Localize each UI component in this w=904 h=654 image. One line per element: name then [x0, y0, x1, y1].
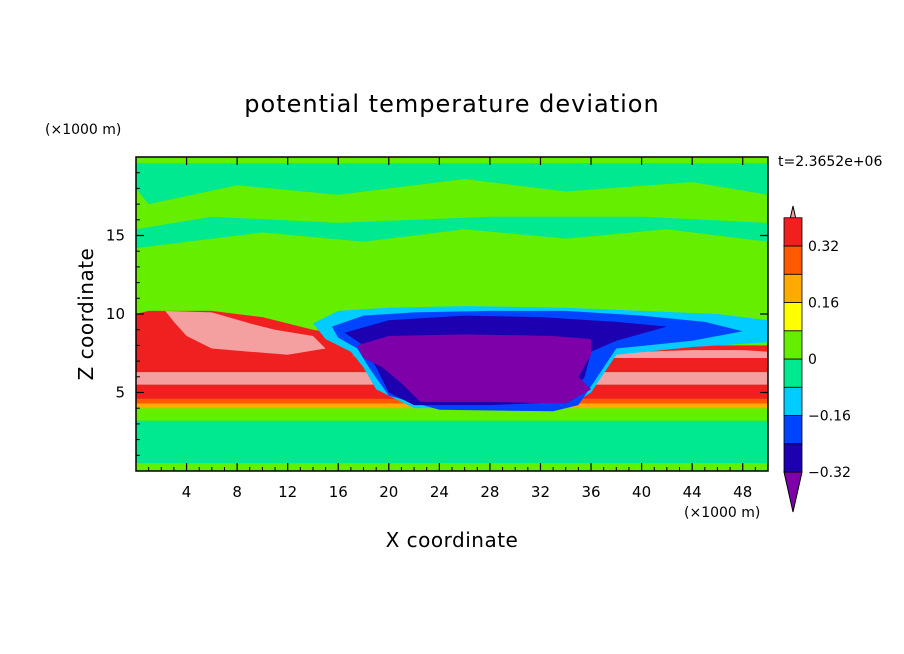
contour-region-cold-core-purple	[357, 334, 591, 404]
contour-region-warm-bulge-left-pink	[165, 310, 326, 355]
y-unit-label: (×1000 m)	[45, 122, 121, 138]
colorbar-arrow-bottom	[783, 471, 803, 513]
y-tick-label: 10	[106, 305, 125, 323]
x-tick-label: 20	[379, 483, 398, 501]
contour-regions	[136, 157, 768, 471]
colorbar-segment	[783, 217, 803, 247]
colorbar-segment	[783, 358, 803, 388]
x-tick-label: 36	[581, 483, 600, 501]
x-axis-label: X coordinate	[386, 528, 519, 552]
y-axis-label: Z coordinate	[74, 248, 98, 381]
colorbar-segment	[783, 245, 803, 275]
x-tick-label: 24	[430, 483, 449, 501]
chart-title: potential temperature deviation	[244, 90, 659, 118]
contour-region-lower-weak-negative	[136, 420, 768, 464]
y-axis: 5 10 15	[106, 172, 768, 456]
colorbar-segment	[783, 330, 803, 360]
x-tick-label: 44	[683, 483, 702, 501]
y-tick-label: 15	[106, 227, 125, 245]
colorbar-tick-label: −0.32	[808, 465, 851, 481]
y-tick-label: 5	[115, 384, 125, 402]
x-axis: 4 8 12 16 20 24 28 32 36 40 44 48	[148, 157, 756, 501]
colorbar-segment	[783, 443, 803, 473]
x-unit-label: (×1000 m)	[684, 505, 760, 521]
time-label: t=2.3652e+06	[778, 154, 882, 170]
colorbar-segment	[783, 415, 803, 445]
colorbar: −0.32 −0.16 0 0.16 0.32	[783, 205, 851, 513]
contour-region-warm-bulge-right-pink	[603, 350, 768, 358]
x-tick-label: 28	[480, 483, 499, 501]
contour-region-upper-weak-negative	[136, 163, 768, 205]
colorbar-tick-label: −0.16	[808, 409, 851, 425]
colorbar-tick-label: 0.32	[808, 239, 839, 255]
x-tick-label: 16	[329, 483, 348, 501]
colorbar-segment	[783, 302, 803, 332]
contour-region-upper-weak-negative-2	[136, 216, 768, 249]
x-tick-label: 4	[182, 483, 192, 501]
x-tick-label: 12	[278, 483, 297, 501]
x-tick-label: 48	[733, 483, 752, 501]
colorbar-segment	[783, 386, 803, 416]
x-tick-label: 32	[531, 483, 550, 501]
colorbar-tick-label: 0	[808, 352, 817, 368]
x-tick-label: 8	[232, 483, 242, 501]
colorbar-tick-label: 0.16	[808, 296, 839, 312]
x-tick-label: 40	[632, 483, 651, 501]
colorbar-segment	[783, 273, 803, 303]
